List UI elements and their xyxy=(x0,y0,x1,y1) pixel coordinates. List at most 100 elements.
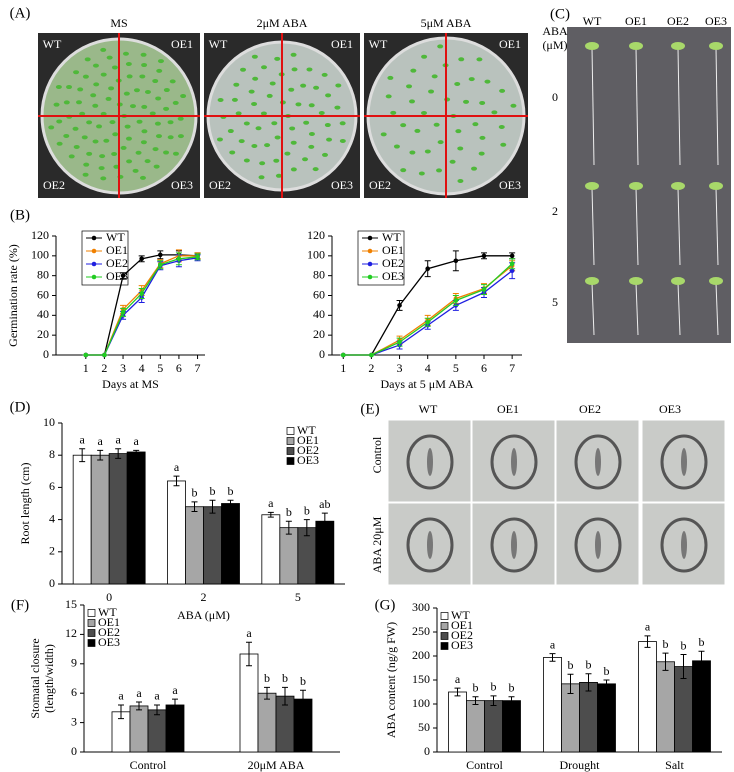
pore xyxy=(427,531,433,559)
seedling xyxy=(478,151,485,156)
x-tick-label: 3 xyxy=(120,361,126,375)
significance-letter: b xyxy=(210,484,216,498)
seedling xyxy=(229,150,236,155)
error-bar xyxy=(227,499,234,508)
bar xyxy=(147,709,167,753)
plate-label: OE3 xyxy=(171,178,193,192)
x-axis-label: ABA (μM) xyxy=(177,608,230,622)
error-bar xyxy=(209,499,216,514)
column-label: OE3 xyxy=(659,402,681,416)
significance-letter: a xyxy=(116,433,122,447)
seedling xyxy=(248,89,255,94)
seedling xyxy=(302,157,309,162)
column-label: OE3 xyxy=(705,14,727,28)
seedling xyxy=(124,124,131,129)
seedling xyxy=(163,88,170,93)
legend-box xyxy=(81,230,129,286)
marker xyxy=(139,291,144,296)
y-axis-label: Germination rate (%) xyxy=(6,244,20,347)
seedling xyxy=(433,122,440,127)
legend-label: OE2 xyxy=(382,256,404,270)
seedling xyxy=(266,93,273,98)
seedling xyxy=(273,158,280,163)
plate-label: WT xyxy=(369,37,388,51)
seedling xyxy=(235,111,242,116)
x-axis-label: Days at MS xyxy=(102,377,159,391)
seedling xyxy=(335,83,342,88)
seedling xyxy=(312,167,319,172)
y-tick-label: 50 xyxy=(418,720,430,734)
marker xyxy=(397,339,402,345)
seedling xyxy=(258,175,265,180)
seedling xyxy=(318,110,325,115)
marker xyxy=(195,254,200,260)
x-tick-label: Control xyxy=(130,758,167,772)
seedling xyxy=(471,166,478,171)
error-bar xyxy=(490,695,497,706)
x-tick-label: 1 xyxy=(340,361,346,375)
seedling xyxy=(153,164,160,169)
seedling xyxy=(463,99,470,104)
root xyxy=(715,282,719,336)
x-tick-label: 5 xyxy=(157,361,163,375)
seedling xyxy=(339,121,346,126)
x-tick-label: 3 xyxy=(397,361,403,375)
legend-swatch xyxy=(286,427,295,435)
panel-label: (D) xyxy=(10,399,31,415)
bar xyxy=(221,503,240,585)
seedling xyxy=(140,52,147,57)
error-bar xyxy=(698,650,705,671)
pore xyxy=(511,531,517,559)
marker xyxy=(158,252,163,258)
seedling xyxy=(472,122,479,127)
root xyxy=(715,187,719,266)
seedling xyxy=(82,74,89,79)
bar xyxy=(108,453,128,585)
significance-letter: b xyxy=(699,635,705,649)
seedling xyxy=(177,116,184,121)
x-tick-label: 7 xyxy=(509,361,515,375)
leaf xyxy=(709,182,723,190)
significance-letter: ab xyxy=(319,497,330,511)
legend-swatch xyxy=(87,609,96,617)
error-bar xyxy=(79,448,86,463)
seedling xyxy=(63,100,70,105)
seedling xyxy=(231,97,238,102)
legend-marker xyxy=(91,248,97,254)
plate-label: OE1 xyxy=(499,37,521,51)
seedling xyxy=(77,87,84,92)
legend-swatch xyxy=(440,612,449,620)
panel-label: (E) xyxy=(360,401,379,417)
seedling xyxy=(421,111,428,116)
legend-label: WT xyxy=(297,423,316,437)
seedling xyxy=(155,96,162,101)
seedling xyxy=(53,102,60,107)
seedling xyxy=(100,72,107,77)
seedling xyxy=(243,121,250,126)
legend-swatch xyxy=(286,437,295,445)
guard-cell xyxy=(660,434,708,490)
plate-label: OE1 xyxy=(171,37,193,51)
axis-title: ABA xyxy=(542,24,568,38)
seedling xyxy=(100,47,107,52)
seedling xyxy=(274,56,281,61)
error-bar xyxy=(267,511,274,518)
x-tick-label: Drought xyxy=(560,758,601,772)
seedling xyxy=(251,54,258,59)
seedling xyxy=(290,140,297,145)
seedling xyxy=(177,134,184,139)
seedling xyxy=(167,135,174,140)
legend-label: OE2 xyxy=(106,256,128,270)
x-axis-label: Days at 5 μM ABA xyxy=(380,377,473,391)
seedling xyxy=(274,135,281,140)
seedling xyxy=(313,85,320,90)
column-label: WT xyxy=(419,402,438,416)
seedling xyxy=(73,70,80,75)
seedling xyxy=(479,100,486,105)
x-tick-label: 4 xyxy=(139,361,145,375)
plate-header: 2μM ABA xyxy=(257,16,308,30)
seedling xyxy=(144,159,151,164)
error-bar xyxy=(549,653,556,662)
significance-letter: b xyxy=(509,681,515,695)
root xyxy=(677,187,681,266)
